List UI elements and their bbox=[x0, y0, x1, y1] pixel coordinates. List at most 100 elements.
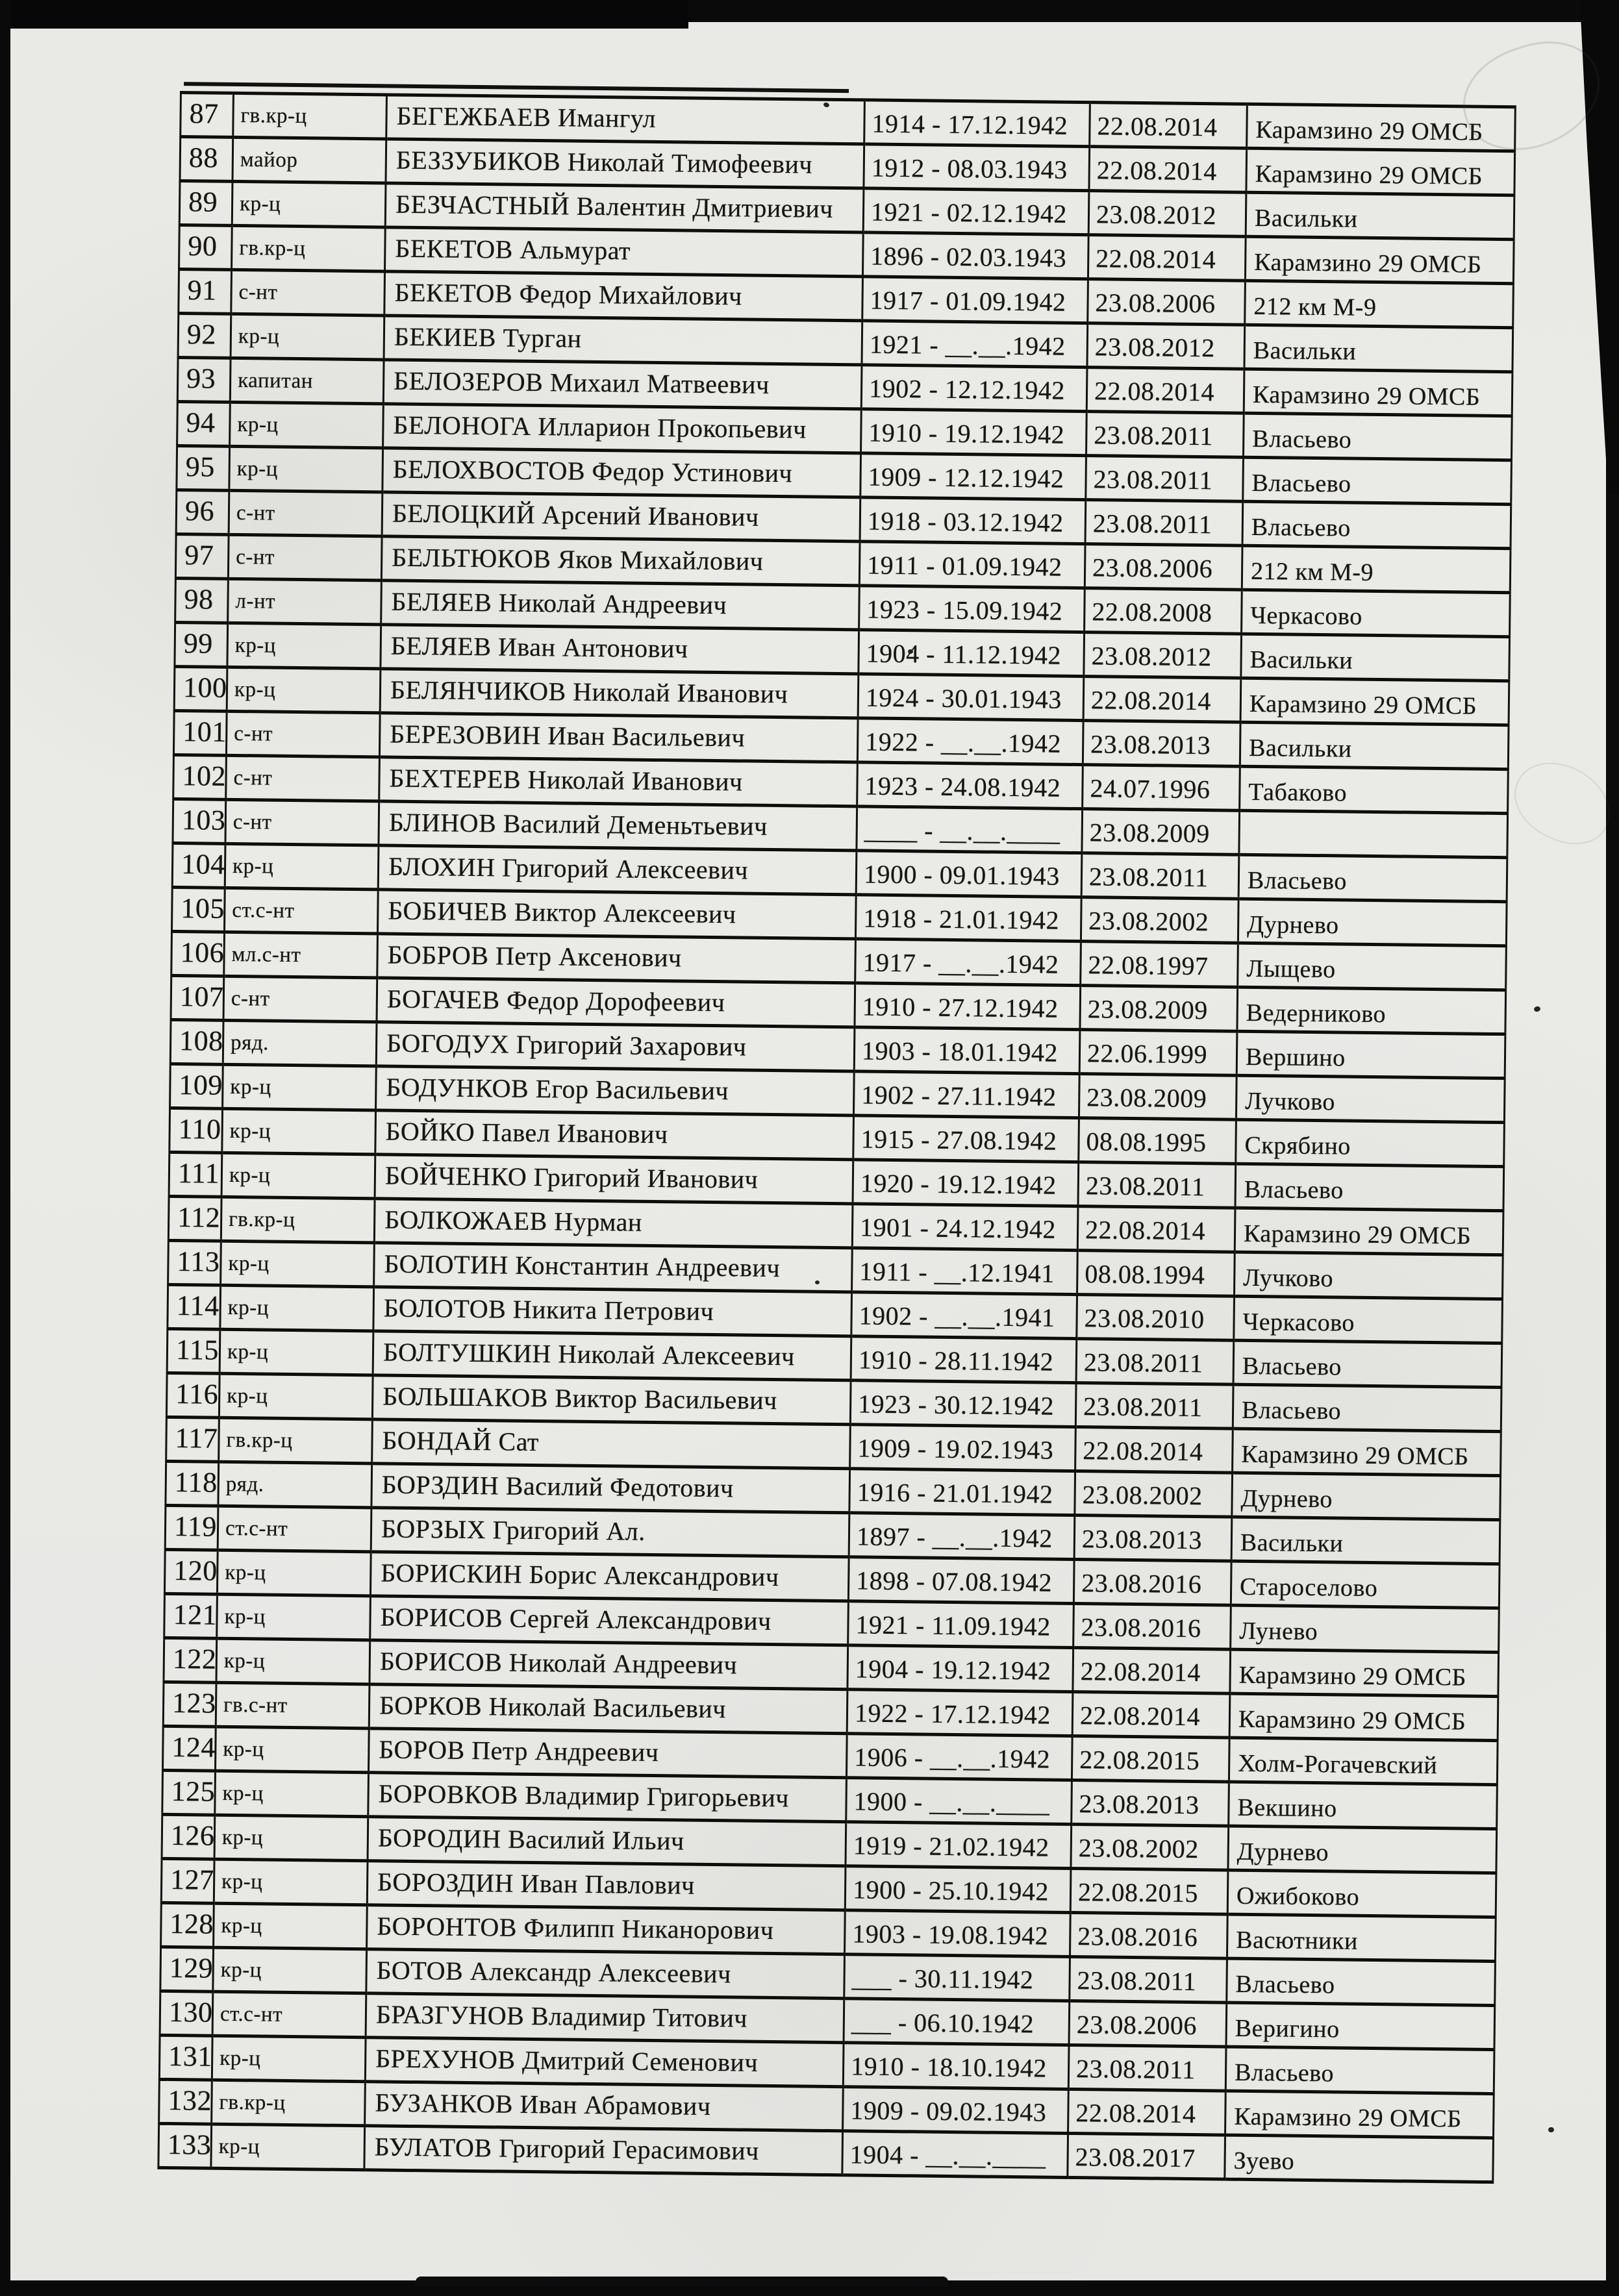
cell-reburial-date: 22.08.2014 bbox=[1083, 676, 1241, 723]
cell-number: 113 bbox=[168, 1240, 221, 1286]
cell-burial-place: Васютники bbox=[1227, 1914, 1496, 1962]
cell-name: БЕЗЧАСТНЫЙ Валентин Дмитриевич bbox=[385, 182, 864, 232]
scan-edge-top-left bbox=[0, 0, 688, 29]
cell-burial-place: Ведерниково bbox=[1236, 987, 1506, 1034]
cell-life-dates: 1910 - 27.12.1942 bbox=[854, 982, 1081, 1030]
cell-number: 114 bbox=[167, 1284, 221, 1330]
cell-life-dates: 1903 - 19.08.1942 bbox=[844, 1910, 1071, 1957]
scan-edge-left bbox=[0, 0, 10, 2296]
cell-number: 108 bbox=[170, 1019, 224, 1065]
cell-life-dates: 1910 - 28.11.1942 bbox=[851, 1336, 1077, 1383]
cell-burial-place: Староселово bbox=[1231, 1561, 1500, 1608]
cell-reburial-date: 23.08.2009 bbox=[1079, 985, 1238, 1032]
cell-rank: кр-ц bbox=[214, 1771, 369, 1817]
cell-burial-place: Вершино bbox=[1236, 1031, 1505, 1079]
cell-name: БОЙКО Павел Иванович bbox=[375, 1110, 854, 1160]
cell-number: 90 bbox=[179, 225, 232, 270]
cell-life-dates: 1914 - 17.12.1942 bbox=[864, 99, 1090, 147]
cell-life-dates: 1904 - __.__.____ bbox=[842, 2130, 1068, 2178]
cell-life-dates: 1909 - 09.02.1943 bbox=[842, 2086, 1069, 2134]
cell-number: 126 bbox=[162, 1814, 215, 1860]
cell-reburial-date: 23.08.2011 bbox=[1077, 1162, 1236, 1208]
cell-rank: с-нт bbox=[225, 755, 380, 801]
cell-burial-place: Васильки bbox=[1244, 325, 1513, 372]
cell-life-dates: 1902 - 27.11.1942 bbox=[853, 1071, 1080, 1118]
cell-number: 99 bbox=[174, 622, 228, 668]
cell-number: 106 bbox=[171, 931, 225, 977]
cell-rank: с-нт bbox=[229, 490, 383, 536]
cell-name: БОРЗЫХ Григорий Ал. bbox=[371, 1507, 849, 1557]
cell-name: БОЛОТИН Константин Андреевич bbox=[373, 1242, 853, 1292]
cell-number: 117 bbox=[166, 1417, 220, 1462]
cell-reburial-date: 23.08.2012 bbox=[1086, 323, 1245, 369]
cell-name: БОРЗДИН Василий Федотович bbox=[371, 1463, 850, 1513]
cell-reburial-date: 23.08.2016 bbox=[1070, 1912, 1228, 1959]
cell-burial-place: Скрябино bbox=[1235, 1119, 1505, 1167]
cell-reburial-date: 23.08.2012 bbox=[1083, 632, 1242, 679]
cell-reburial-date: 23.08.2011 bbox=[1081, 853, 1239, 899]
cell-name: БОГАЧЕВ Федор Дорофеевич bbox=[377, 977, 855, 1027]
cell-life-dates: 1917 - __.__.1942 bbox=[855, 938, 1081, 986]
cell-reburial-date: 23.08.2011 bbox=[1076, 1338, 1234, 1385]
cell-name: БЕЛЬТЮКОВ Яков Михайлович bbox=[381, 536, 860, 586]
cell-life-dates: 1921 - __.__.1942 bbox=[861, 320, 1088, 368]
cell-number: 128 bbox=[160, 1903, 214, 1948]
cell-rank: кр-ц bbox=[212, 1947, 367, 1993]
cell-name: БОЛОТОВ Никита Петрович bbox=[373, 1286, 852, 1336]
cell-number: 119 bbox=[165, 1505, 218, 1551]
scan-edge-bottom-bump bbox=[416, 2277, 948, 2287]
cell-burial-place: Табаково bbox=[1239, 766, 1509, 814]
cell-rank: кр-ц bbox=[216, 1594, 371, 1640]
cell-name: БОБРОВ Петр Аксенович bbox=[377, 933, 856, 983]
cell-burial-place: Власьево bbox=[1233, 1340, 1502, 1388]
cell-rank: кр-ц bbox=[231, 314, 384, 360]
cell-life-dates: 1904 - 19.12.1942 bbox=[847, 1645, 1073, 1692]
cell-life-dates: 1898 - 07.08.1942 bbox=[848, 1556, 1075, 1604]
cell-rank: гв.с-нт bbox=[216, 1682, 370, 1728]
cell-rank: кр-ц bbox=[222, 1064, 377, 1110]
cell-number: 116 bbox=[166, 1373, 220, 1418]
cell-number: 112 bbox=[168, 1196, 222, 1242]
cell-life-dates: 1897 - __.__.1942 bbox=[849, 1512, 1075, 1560]
cell-number: 101 bbox=[173, 710, 227, 756]
cell-number: 98 bbox=[175, 578, 229, 623]
cell-name: БОРИСОВ Сергей Александрович bbox=[370, 1595, 849, 1645]
cell-life-dates: 1919 - 21.02.1942 bbox=[845, 1821, 1072, 1869]
cell-rank: кр-ц bbox=[227, 623, 381, 669]
cell-life-dates: 1900 - 25.10.1942 bbox=[845, 1866, 1071, 1913]
cell-reburial-date: 22.08.2014 bbox=[1075, 1427, 1233, 1473]
cell-number: 102 bbox=[173, 755, 227, 800]
cell-life-dates: 1902 - __.__.1941 bbox=[851, 1292, 1077, 1339]
cell-reburial-date: 23.08.2016 bbox=[1073, 1559, 1232, 1606]
cell-rank: майор bbox=[232, 137, 386, 183]
cell-reburial-date: 23.08.2006 bbox=[1087, 279, 1246, 325]
cell-life-dates: 1903 - 18.01.1942 bbox=[854, 1027, 1080, 1074]
ink-speck bbox=[1548, 2127, 1554, 2132]
cell-number: 122 bbox=[163, 1638, 217, 1683]
cell-reburial-date: 22.08.2014 bbox=[1089, 102, 1248, 149]
cell-number: 121 bbox=[164, 1593, 218, 1639]
cell-burial-place: Власьево bbox=[1233, 1384, 1502, 1432]
cell-burial-place bbox=[1238, 810, 1508, 858]
cell-rank: кр-ц bbox=[220, 1329, 373, 1375]
cell-burial-place: 212 км М-9 bbox=[1242, 545, 1511, 593]
cell-reburial-date: 23.08.2002 bbox=[1074, 1471, 1233, 1517]
cell-reburial-date: 23.08.2012 bbox=[1088, 190, 1246, 237]
cell-burial-place: Лучково bbox=[1236, 1075, 1505, 1123]
cell-number: 91 bbox=[178, 269, 232, 314]
cell-burial-place: Власьево bbox=[1226, 1958, 1496, 2006]
cell-number: 89 bbox=[179, 181, 232, 226]
cell-number: 124 bbox=[162, 1726, 216, 1771]
cell-burial-place: Карамзино 29 ОМСБ bbox=[1244, 369, 1512, 416]
cell-number: 129 bbox=[160, 1947, 214, 1992]
cell-life-dates: 1924 - 30.01.1943 bbox=[858, 673, 1084, 721]
cell-reburial-date: 22.08.2015 bbox=[1070, 1868, 1228, 1915]
cell-rank: л-нт bbox=[227, 579, 382, 625]
cell-reburial-date: 08.08.1995 bbox=[1078, 1117, 1236, 1164]
cell-reburial-date: 22.08.2014 bbox=[1088, 234, 1246, 281]
cell-number: 133 bbox=[158, 2123, 212, 2169]
cell-reburial-date: 23.08.2016 bbox=[1073, 1603, 1231, 1650]
cell-burial-place: Власьево bbox=[1242, 501, 1511, 549]
cell-name: БЛОХИН Григорий Алексеевич bbox=[378, 845, 857, 895]
